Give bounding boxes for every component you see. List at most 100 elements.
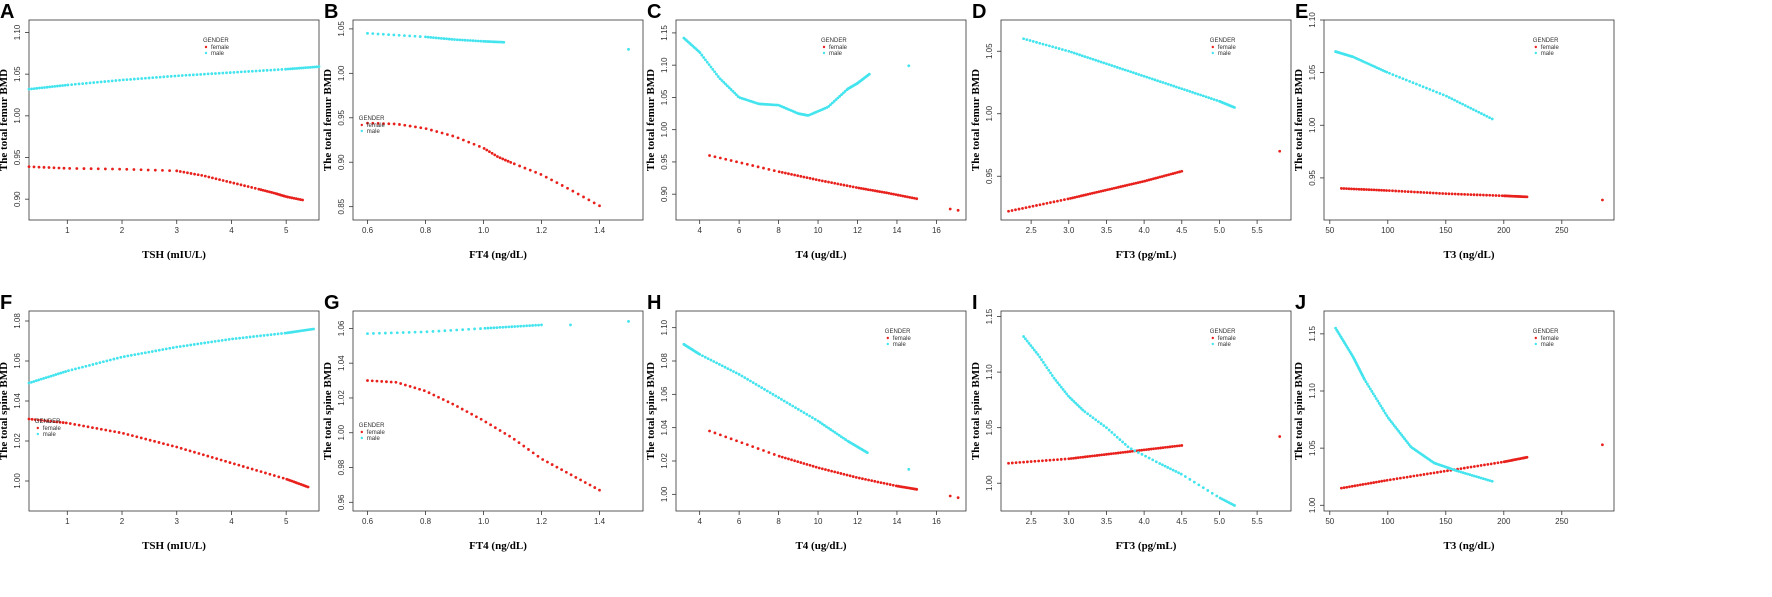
data-point: [818, 421, 822, 424]
data-point: [1461, 471, 1465, 475]
data-point: [1144, 454, 1147, 458]
data-point: [888, 483, 892, 486]
data-point: [474, 39, 477, 43]
data-point: [1079, 406, 1083, 410]
legend-swatch-male: [204, 51, 208, 55]
series-male: [27, 327, 315, 385]
legend-item-female: female: [1218, 336, 1237, 342]
y-tick-label: 0.98: [337, 459, 346, 475]
data-point: [729, 368, 733, 372]
data-point: [1052, 458, 1056, 462]
panel-f: F 1 2 3 4 5 1.00 1.02 1.04 1.06 1.08 TSH (mIU/L) The…: [0, 292, 320, 552]
data-point: [250, 186, 254, 189]
data-point: [1088, 56, 1092, 60]
data-point: [108, 358, 112, 362]
data-point: [1462, 466, 1466, 470]
data-point: [718, 77, 722, 81]
series-female: [1340, 455, 1529, 490]
data-point: [403, 383, 407, 387]
data-point: [839, 183, 843, 186]
series-female: [1007, 444, 1184, 465]
y-tick-label: 1.00: [985, 475, 994, 491]
data-point: [37, 378, 41, 382]
data-point: [261, 188, 265, 192]
data-point: [295, 66, 299, 70]
x-tick-label: 1: [65, 226, 70, 235]
data-point: [790, 458, 793, 462]
data-point: [258, 69, 262, 73]
x-tick-label: 16: [932, 517, 941, 526]
data-point: [1151, 177, 1155, 181]
data-point: [273, 68, 276, 72]
panel-label: D: [972, 1, 986, 23]
data-point: [502, 40, 506, 44]
legend-item-male: male: [1218, 51, 1232, 57]
data-point: [555, 181, 559, 185]
data-point: [1488, 193, 1492, 197]
data-point: [915, 197, 919, 201]
data-point: [1140, 448, 1144, 452]
data-point: [173, 74, 177, 78]
data-point: [1485, 114, 1489, 118]
data-point: [269, 333, 273, 337]
data-point: [1490, 117, 1494, 121]
x-axis-label: FT3 (pg/mL): [1116, 249, 1177, 261]
data-point: [1014, 208, 1017, 212]
data-point: [718, 433, 722, 437]
data-point: [70, 83, 74, 87]
data-point: [1403, 190, 1407, 193]
data-point: [834, 98, 838, 102]
data-point: [1438, 92, 1442, 95]
data-point: [756, 165, 760, 169]
data-point: [537, 323, 540, 327]
data-point: [1370, 188, 1373, 192]
data-point: [68, 166, 72, 170]
plot-frame: [675, 19, 967, 221]
data-point: [1472, 193, 1476, 197]
data-point: [1059, 457, 1063, 461]
data-point: [1397, 429, 1401, 433]
data-point: [1477, 475, 1481, 479]
data-point: [162, 442, 165, 445]
data-point: [36, 418, 40, 422]
data-point: [1432, 471, 1436, 475]
data-point: [130, 434, 134, 438]
data-point: [1148, 76, 1151, 80]
data-point: [501, 325, 505, 329]
data-point: [465, 410, 469, 414]
data-point: [1395, 427, 1399, 431]
data-point: [756, 447, 760, 450]
panel-h: H 4 6 8 10 12 14 16 1.00 1.02 1.04 1.06 1.08 1.10 T4 (…: [645, 292, 967, 552]
data-point: [1027, 341, 1031, 345]
data-point: [879, 481, 883, 485]
x-tick-label: 50: [1325, 517, 1334, 526]
data-point: [166, 75, 169, 78]
data-point: [243, 184, 246, 188]
data-point: [579, 478, 582, 482]
data-point: [794, 406, 797, 410]
legend-item-male: male: [829, 51, 843, 57]
data-point: [698, 51, 702, 55]
data-point: [1140, 452, 1144, 456]
data-point: [317, 65, 321, 69]
data-point: [701, 354, 704, 358]
data-point: [1119, 451, 1122, 455]
data-point: [1095, 454, 1099, 457]
data-point: [315, 65, 319, 69]
y-tick-label: 1.06: [660, 386, 669, 402]
data-point: [140, 351, 144, 355]
data-point: [1056, 199, 1059, 203]
data-point: [1052, 200, 1056, 204]
data-point: [1134, 72, 1138, 75]
data-point: [513, 325, 517, 328]
data-point: [830, 469, 834, 473]
data-point: [1434, 191, 1438, 195]
data-point: [199, 72, 203, 76]
data-point: [1113, 65, 1116, 68]
data-point: [193, 172, 196, 176]
legend-item-male: male: [1541, 342, 1555, 348]
data-point: [1040, 358, 1043, 362]
data-point: [291, 67, 294, 71]
x-tick-label: 2.5: [1026, 226, 1038, 235]
data-point: [442, 37, 446, 40]
